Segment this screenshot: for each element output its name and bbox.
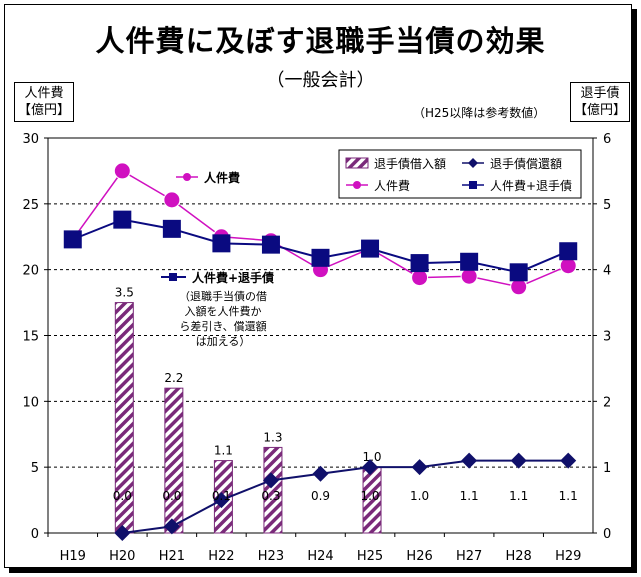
- repayment-value-label: 1.1: [460, 489, 479, 503]
- marker-repayment: [411, 459, 428, 476]
- marker-combined: [311, 248, 330, 267]
- annotation-combined-note-line: は加える）: [196, 335, 251, 348]
- annotation-combined-note-line: 入額を人件費か: [185, 304, 262, 318]
- marker-combined: [113, 210, 132, 229]
- left-axis-tick-label: 25: [22, 198, 39, 213]
- bar-value-label: 1.0: [362, 450, 381, 464]
- repayment-value-label: 1.1: [559, 489, 578, 503]
- marker-combined: [212, 234, 231, 253]
- left-axis-tick-label: 15: [22, 330, 39, 345]
- marker-combined: [410, 254, 429, 273]
- legend-label: 退手債借入額: [374, 156, 446, 171]
- annotation-combined-swatch: [169, 273, 177, 281]
- right-axis-tick-label: 5: [603, 198, 611, 213]
- annotation-combined-note-line: （退職手当債の借: [179, 289, 267, 303]
- marker-repayment: [262, 472, 279, 489]
- left-axis-tick-label: 30: [22, 132, 39, 147]
- left-axis-unit-label: 人件費 【億円】: [14, 82, 75, 122]
- x-axis-tick-label: H24: [307, 549, 333, 564]
- marker-repayment: [510, 452, 527, 469]
- bar-value-label: 1.3: [263, 430, 282, 444]
- marker-repayment: [560, 452, 577, 469]
- repayment-value-label: 1.0: [360, 489, 379, 503]
- legend-swatch-personnel: [353, 181, 361, 189]
- legend-label: 退手債償還額: [490, 156, 562, 171]
- annotation-combined-note-line: ら差引き、償還額: [179, 319, 266, 333]
- marker-combined: [261, 235, 280, 254]
- x-axis-tick-label: H27: [456, 549, 482, 564]
- marker-repayment: [163, 518, 180, 535]
- repayment-value-label: 0.1: [212, 489, 231, 503]
- left-axis-tick-label: 5: [31, 461, 39, 476]
- annotation-personnel-swatch: [183, 173, 191, 181]
- marker-combined: [460, 252, 479, 271]
- legend-label: 人件費: [374, 178, 410, 193]
- x-axis-tick-label: H28: [506, 549, 532, 564]
- legend-label: 人件費+退手債: [490, 178, 572, 193]
- marker-combined: [559, 242, 578, 261]
- right-axis-tick-label: 1: [603, 461, 611, 476]
- x-axis-tick-label: H22: [208, 549, 234, 564]
- marker-repayment: [213, 492, 230, 509]
- reference-note: （H25以降は参考数値）: [413, 106, 546, 120]
- right-axis-tick-label: 2: [603, 395, 611, 410]
- legend-swatch-borrowing: [345, 157, 369, 169]
- x-axis-tick-label: H25: [357, 549, 383, 564]
- right-axis-unit-label: 退手債 【億円】: [570, 82, 631, 122]
- bar-value-label: 1.1: [214, 444, 233, 458]
- x-axis-tick-label: H19: [60, 549, 86, 564]
- bar-borrowing: [164, 387, 184, 534]
- marker-repayment: [362, 459, 379, 476]
- right-axis-tick-label: 3: [603, 330, 611, 345]
- marker-combined: [63, 230, 82, 249]
- chart-subtitle: （一般会計）: [266, 70, 375, 91]
- x-axis-tick-label: H26: [406, 549, 432, 564]
- marker-repayment: [312, 465, 329, 482]
- right-axis-label-line-2: 【億円】: [574, 103, 627, 118]
- left-axis-tick-label: 0: [31, 527, 39, 542]
- annotation-combined-label: 人件費+退手債: [192, 270, 274, 285]
- repayment-value-label: 0.3: [261, 489, 280, 503]
- marker-combined: [509, 263, 528, 282]
- x-axis-tick-label: H29: [555, 549, 581, 564]
- left-axis-tick-label: 20: [22, 264, 39, 279]
- x-axis-tick-label: H21: [159, 549, 185, 564]
- series-line-repayment: [122, 459, 569, 534]
- right-axis-label-line-1: 退手債: [580, 86, 620, 101]
- repayment-value-label: 0.9: [311, 489, 330, 503]
- marker-combined: [162, 219, 181, 238]
- marker-personnel: [163, 191, 181, 209]
- bar-value-label: 3.5: [115, 286, 134, 300]
- repayment-value-label: 1.1: [509, 489, 528, 503]
- chart-title: 人件費に及ぼす退職手当債の効果: [95, 24, 546, 58]
- repayment-value-label: 0.0: [162, 489, 181, 503]
- bar-value-label: 2.2: [164, 371, 183, 385]
- left-axis-tick-label: 10: [22, 395, 39, 410]
- legend-swatch-combined: [469, 181, 477, 189]
- legend-box: [338, 149, 582, 199]
- x-axis-tick-label: H23: [258, 549, 284, 564]
- left-axis-label-line-2: 【億円】: [18, 103, 71, 118]
- right-axis-tick-label: 0: [603, 527, 611, 542]
- repayment-value-label: 1.0: [410, 489, 429, 503]
- marker-repayment: [461, 452, 478, 469]
- marker-combined: [361, 239, 380, 258]
- repayment-value-label: 0.0: [113, 489, 132, 503]
- annotation-personnel-label: 人件費: [204, 170, 240, 185]
- right-axis-tick-label: 4: [603, 264, 611, 279]
- x-axis-tick-label: H20: [109, 549, 135, 564]
- marker-repayment: [114, 525, 131, 541]
- bar-borrowing: [263, 446, 283, 534]
- left-axis-label-line-1: 人件費: [24, 86, 64, 101]
- legend-swatch-repayment: [468, 158, 478, 168]
- marker-personnel: [113, 162, 131, 180]
- right-axis-tick-label: 6: [603, 132, 611, 147]
